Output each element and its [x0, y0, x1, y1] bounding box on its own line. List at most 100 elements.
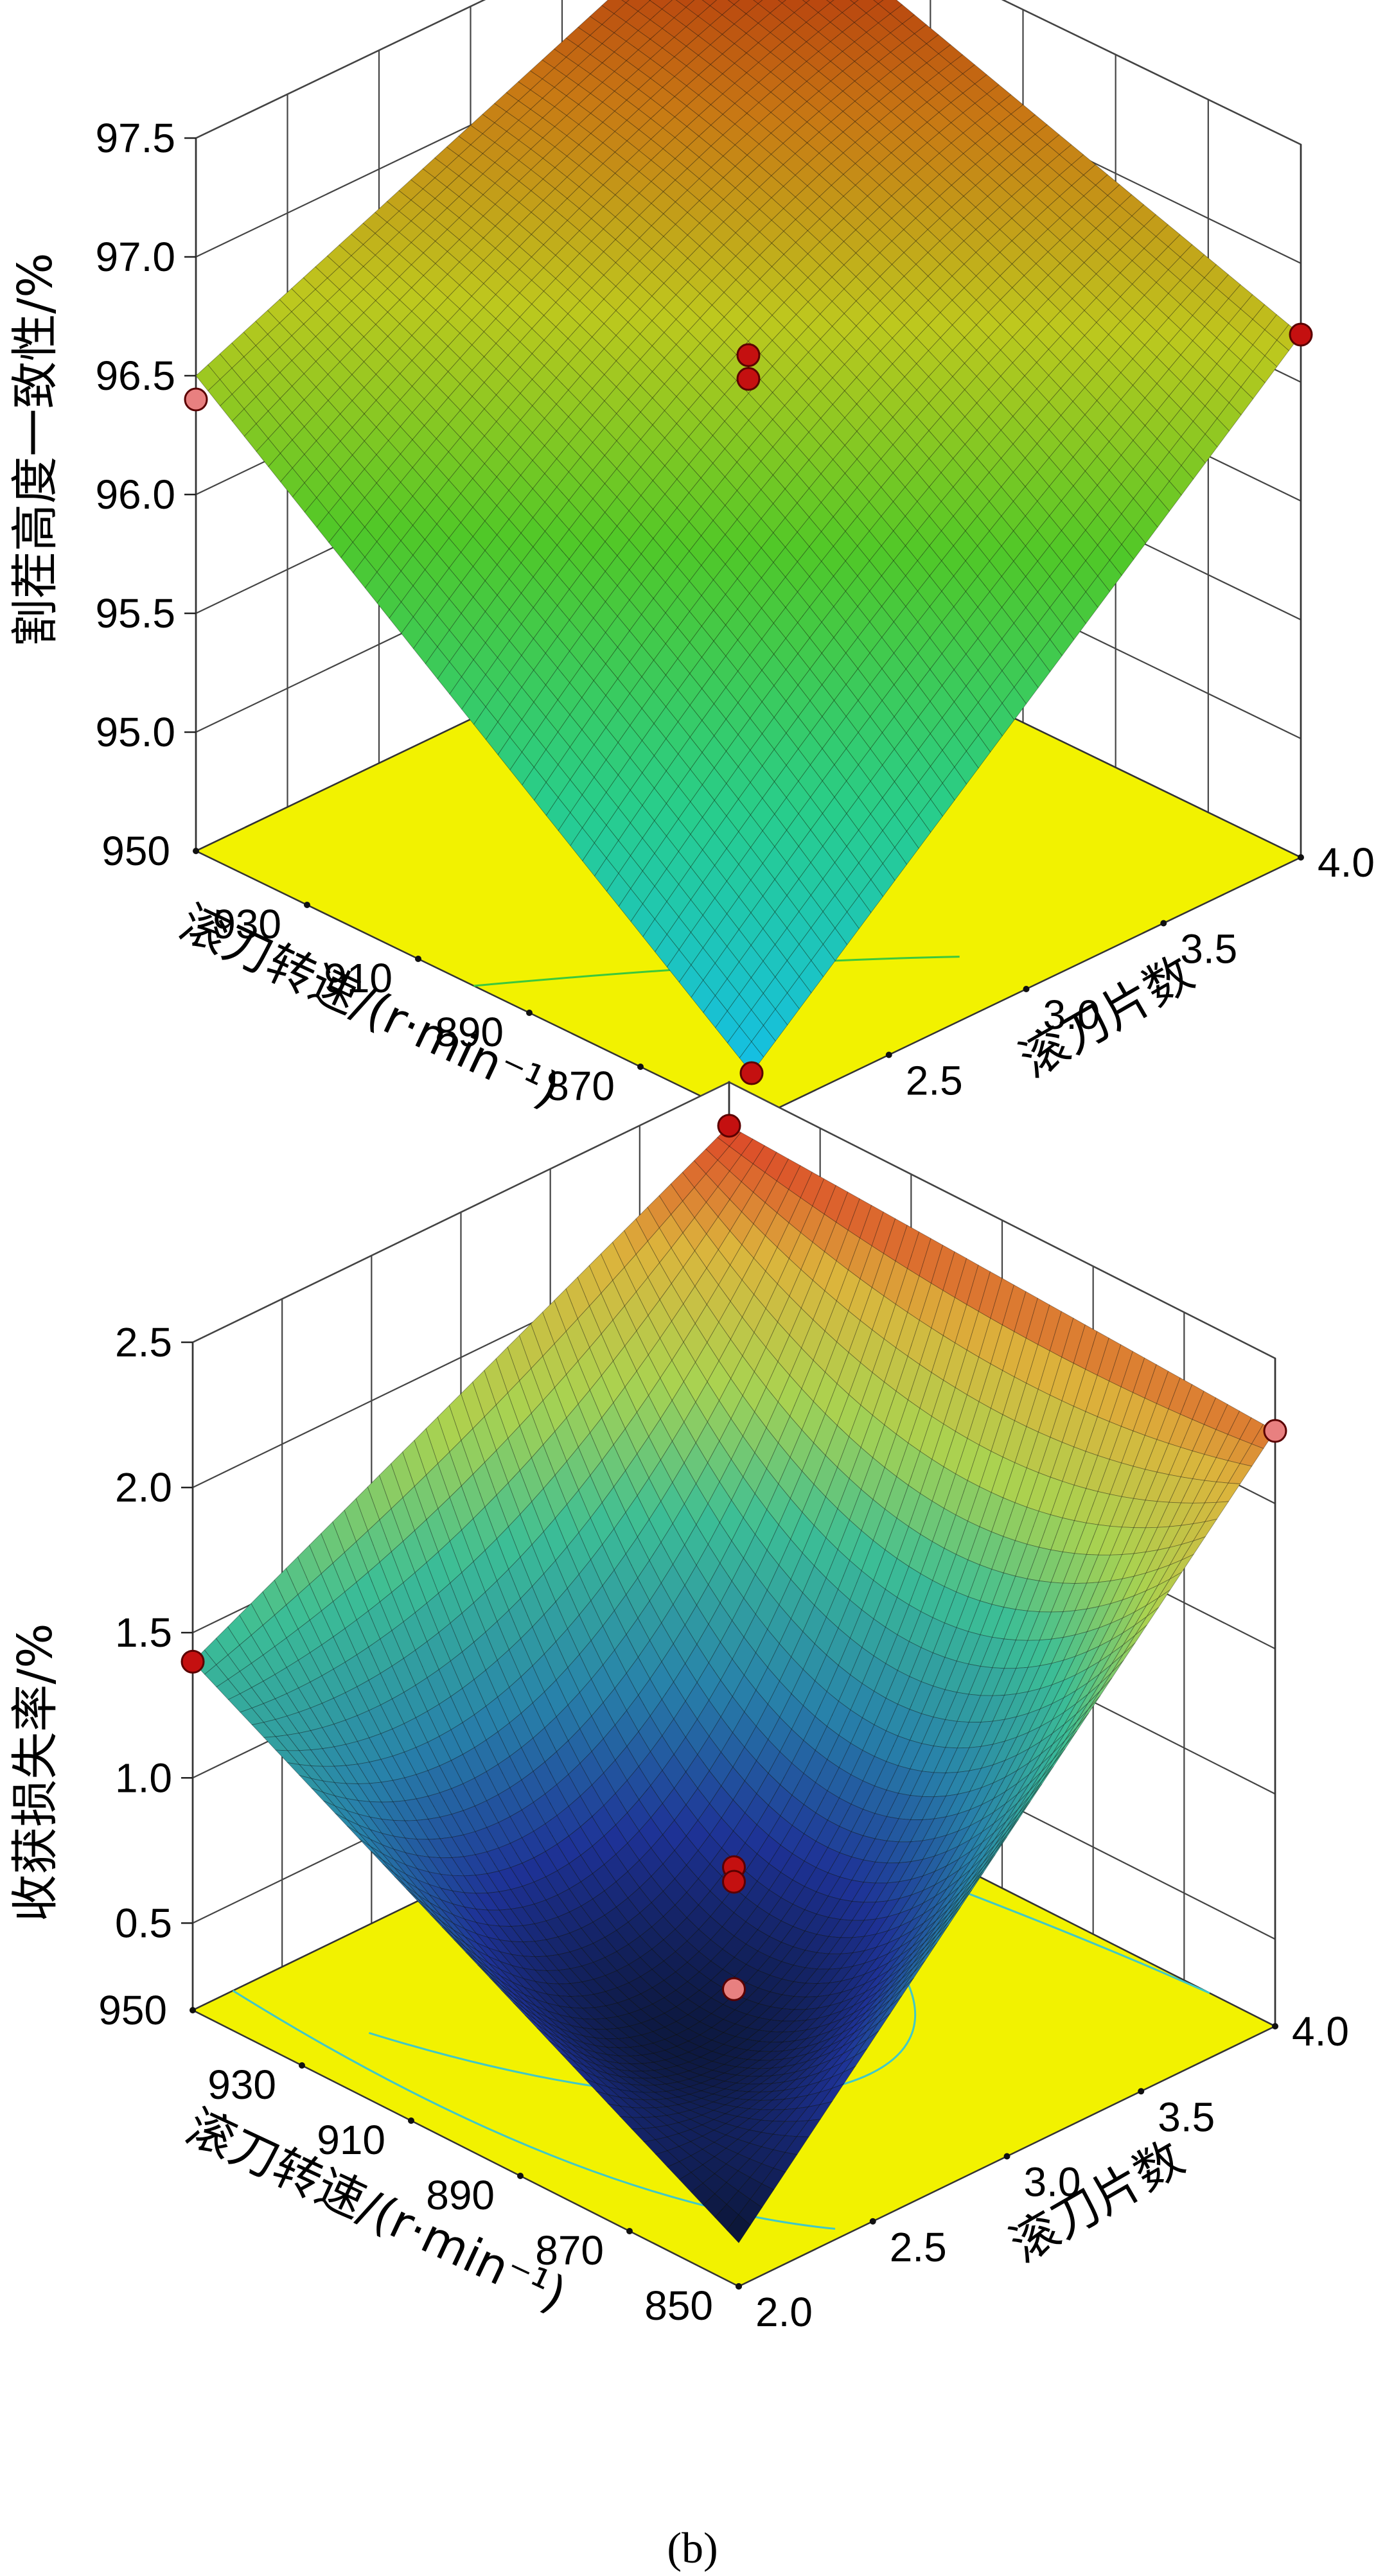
- surface-cell: [543, 209, 568, 233]
- surface-cell: [942, 766, 967, 801]
- surface-cell: [648, 1418, 673, 1461]
- surface-cell: [485, 721, 511, 755]
- surface-cell: [921, 1580, 945, 1618]
- surface-cell: [352, 497, 377, 528]
- z-axis-title: 收获损失率/%: [8, 1623, 63, 1922]
- x-tick-label: 870: [546, 1063, 615, 1109]
- surface-cell: [967, 1526, 992, 1566]
- surface-cell: [766, 1401, 791, 1444]
- surface-cell: [303, 288, 328, 313]
- x-tick: [526, 1010, 533, 1016]
- surface-cell: [459, 319, 484, 346]
- surface-cell: [567, 186, 592, 209]
- x-tick-label: 910: [317, 2117, 385, 2163]
- surface-cell: [615, 204, 640, 228]
- surface-cell: [594, 857, 619, 892]
- surface-cell: [303, 413, 329, 442]
- surface-cell: [836, 1310, 861, 1353]
- surface-cell: [708, 1602, 733, 1643]
- surface-cell: [495, 355, 521, 381]
- x-tick-label: 930: [213, 901, 281, 947]
- surface-cell: [436, 508, 461, 539]
- surface-cell: [542, 1387, 567, 1432]
- surface-cell: [340, 541, 366, 574]
- surface-cell: [567, 165, 592, 188]
- surface-cell: [588, 1253, 613, 1294]
- surface-cell: [567, 1614, 592, 1655]
- surface-cell: [231, 381, 257, 410]
- surface-cell: [530, 137, 556, 159]
- x-tick: [626, 2228, 633, 2234]
- surface-cell: [1001, 687, 1027, 721]
- surface-cell: [630, 903, 655, 938]
- surface-cell: [412, 452, 437, 482]
- surface-cell: [400, 412, 425, 441]
- surface-cell: [544, 1716, 569, 1753]
- surface-cell: [637, 1519, 662, 1561]
- surface-cell: [543, 1641, 569, 1681]
- surface-cell: [448, 582, 474, 614]
- z-tick-label: 97.0: [95, 234, 175, 280]
- surface-cell: [363, 324, 389, 350]
- surface-cell: [581, 617, 606, 650]
- y-tick: [885, 1051, 892, 1058]
- surface-cell: [930, 782, 955, 817]
- surface-cell: [1061, 607, 1086, 640]
- surface-cell: [449, 676, 474, 710]
- surface-cell: [542, 67, 567, 88]
- surface-cell: [493, 92, 519, 112]
- surface-cell: [635, 1240, 660, 1278]
- surface-cell: [1192, 434, 1218, 464]
- surface-cell: [399, 335, 425, 362]
- y-tick: [736, 2283, 742, 2290]
- surface-cell: [448, 464, 473, 495]
- surface-cell: [423, 310, 448, 335]
- surface-cell: [542, 1300, 567, 1345]
- surface-cell: [328, 527, 353, 559]
- floor-contour-line: [232, 1990, 836, 2230]
- surface-cell: [327, 266, 352, 290]
- surface-cell: [651, 191, 676, 215]
- surface-cell: [292, 399, 317, 428]
- surface-cell: [836, 1269, 861, 1311]
- surface-cell: [627, 260, 653, 286]
- surface-cell: [470, 173, 496, 195]
- surface-cell: [436, 346, 461, 372]
- z-tick-label: 97.5: [95, 115, 175, 161]
- surface-cell: [529, 78, 555, 99]
- surface-cell: [641, 660, 666, 692]
- surface-cell: [1073, 591, 1098, 624]
- surface-cell: [531, 1487, 556, 1532]
- surface-cell: [436, 479, 461, 509]
- z-tick-label: 96.5: [95, 353, 175, 399]
- surface-cell: [411, 275, 436, 300]
- surface-cell: [861, 1618, 887, 1657]
- surface-cell: [577, 1305, 602, 1349]
- surface-cell: [592, 483, 617, 513]
- surface-cell: [484, 1404, 509, 1451]
- surface-cell: [811, 943, 836, 977]
- surface-cell: [280, 468, 305, 498]
- surface-cell: [956, 1596, 981, 1632]
- surface-cell: [1014, 1468, 1039, 1508]
- surface-cell: [870, 863, 895, 897]
- surface-cell: [554, 1460, 579, 1505]
- surface-cell: [600, 1241, 625, 1281]
- surface-cell: [566, 1446, 591, 1491]
- surface-cell: [991, 1497, 1016, 1537]
- y-tick: [1272, 2023, 1278, 2029]
- surface-cell: [653, 612, 678, 645]
- surface-cell: [543, 1518, 568, 1561]
- surface-cell: [621, 0, 630, 3]
- surface-cell: [882, 846, 908, 881]
- surface-cell: [967, 1486, 992, 1527]
- y-tick-label: 2.5: [906, 1058, 963, 1104]
- x-tick: [190, 2007, 196, 2013]
- z-tick-label: 2.5: [115, 1319, 172, 1365]
- design-point-marker: [736, 343, 761, 367]
- surface-cell: [635, 1277, 660, 1317]
- surface-cell: [577, 1265, 602, 1307]
- surface-cell: [648, 1459, 673, 1502]
- surface-cell: [231, 408, 257, 437]
- y-tick-label: 4.0: [1292, 2008, 1349, 2055]
